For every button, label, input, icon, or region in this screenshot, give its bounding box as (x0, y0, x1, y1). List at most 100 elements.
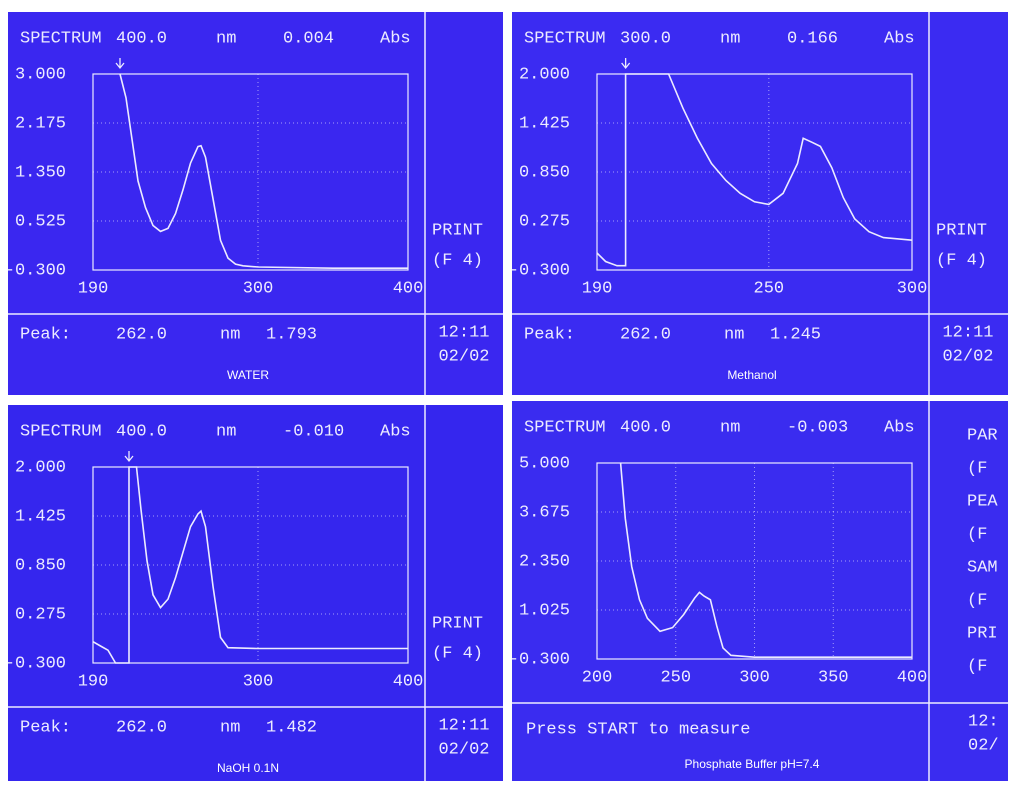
y-tick-label: 5.000 (519, 454, 570, 473)
header-reading: -0.003 (787, 418, 848, 437)
y-tick-label: 0.525 (15, 212, 66, 231)
peak-wavelength: 262.0 (116, 718, 167, 737)
x-tick-label: 400 (897, 668, 928, 687)
header-wavelength: 400.0 (116, 422, 167, 441)
header-reading-unit: Abs (884, 418, 915, 437)
x-tick-label: 300 (739, 668, 770, 687)
header-mode: SPECTRUM (20, 422, 102, 441)
screen-panel: SPECTRUM 400.0 nm -0.010 Abs -0.300 0.275 0.850… (5, 405, 503, 781)
x-tick-label: 250 (660, 668, 691, 687)
side-key: (F 4) (936, 251, 987, 270)
y-tick-label: 1.350 (15, 163, 66, 182)
y-tick-label: -0.300 (5, 261, 66, 280)
peak-value: 1.793 (266, 325, 317, 344)
peak-wavelength: 262.0 (116, 325, 167, 344)
peak-label: Peak: (524, 325, 575, 344)
header-reading: 0.166 (787, 29, 838, 48)
header-mode: SPECTRUM (524, 29, 606, 48)
side-key: (F (967, 525, 987, 544)
peak-wavelength-unit: nm (724, 325, 744, 344)
clock-date: 02/ (968, 736, 999, 755)
x-tick-label: 300 (897, 279, 928, 298)
y-tick-label: 3.000 (15, 65, 66, 84)
clock-date: 02/02 (438, 740, 489, 759)
y-tick-label: 2.175 (15, 114, 66, 133)
peak-label: Peak: (20, 325, 71, 344)
x-tick-label: 190 (78, 672, 109, 691)
header-reading: -0.010 (283, 422, 344, 441)
clock-time: 12:11 (438, 323, 489, 342)
x-tick-label: 190 (78, 279, 109, 298)
spectra-collage: SPECTRUM 400.0 nm 0.004 Abs -0.300 0.525 1.350 2… (0, 0, 1011, 787)
screen-background (8, 12, 503, 395)
clock-date: 02/02 (942, 347, 993, 366)
side-key: PAR (967, 426, 998, 445)
header-wavelength-unit: nm (216, 422, 236, 441)
y-tick-label: -0.300 (509, 650, 570, 669)
caption: NaOH 0.1N (217, 761, 279, 775)
side-key: PEA (967, 492, 998, 511)
header-wavelength: 400.0 (116, 29, 167, 48)
side-key: PRINT (432, 221, 483, 240)
y-tick-label: 0.850 (519, 163, 570, 182)
x-tick-label: 190 (582, 279, 613, 298)
side-key: (F (967, 591, 987, 610)
peak-value: 1.245 (770, 325, 821, 344)
peak-label: Peak: (20, 718, 71, 737)
x-tick-label: 350 (818, 668, 849, 687)
screen-panel: SPECTRUM 400.0 nm 0.004 Abs -0.300 0.525 1.350 2… (5, 12, 503, 395)
y-tick-label: 3.675 (519, 503, 570, 522)
header-reading-unit: Abs (380, 422, 411, 441)
caption: WATER (227, 368, 269, 382)
screen-background (8, 405, 503, 781)
y-tick-label: 1.425 (519, 114, 570, 133)
side-key: SAM (967, 558, 998, 577)
y-tick-label: -0.300 (509, 261, 570, 280)
y-tick-label: 1.025 (519, 601, 570, 620)
y-tick-label: 2.000 (519, 65, 570, 84)
header-wavelength-unit: nm (720, 418, 740, 437)
side-key: PRINT (432, 614, 483, 633)
side-key: (F (967, 657, 987, 676)
y-tick-label: 0.850 (15, 556, 66, 575)
side-key: PRI (967, 624, 998, 643)
peak-wavelength: 262.0 (620, 325, 671, 344)
side-key: (F 4) (432, 644, 483, 663)
y-tick-label: -0.300 (5, 654, 66, 673)
y-tick-label: 1.425 (15, 507, 66, 526)
side-key: (F 4) (432, 251, 483, 270)
caption: Methanol (727, 368, 776, 382)
y-tick-label: 0.275 (519, 212, 570, 231)
side-key: (F (967, 459, 987, 478)
x-tick-label: 250 (754, 279, 785, 298)
side-key: PRINT (936, 221, 987, 240)
clock-time: 12:11 (942, 323, 993, 342)
x-tick-label: 300 (243, 279, 274, 298)
y-tick-label: 2.000 (15, 458, 66, 477)
caption: Phosphate Buffer pH=7.4 (685, 757, 820, 771)
x-tick-label: 200 (582, 668, 613, 687)
status-message: Press START to measure (526, 720, 750, 739)
clock-time: 12: (968, 712, 999, 731)
peak-wavelength-unit: nm (220, 718, 240, 737)
header-wavelength-unit: nm (720, 29, 740, 48)
peak-wavelength-unit: nm (220, 325, 240, 344)
header-mode: SPECTRUM (20, 29, 102, 48)
peak-value: 1.482 (266, 718, 317, 737)
clock-date: 02/02 (438, 347, 489, 366)
header-wavelength: 300.0 (620, 29, 671, 48)
header-wavelength-unit: nm (216, 29, 236, 48)
screen-panel: SPECTRUM 300.0 nm 0.166 Abs -0.300 0.275 0.850 1… (509, 12, 1008, 395)
header-mode: SPECTRUM (524, 418, 606, 437)
x-tick-label: 400 (393, 279, 424, 298)
y-tick-label: 0.275 (15, 605, 66, 624)
header-reading-unit: Abs (884, 29, 915, 48)
header-wavelength: 400.0 (620, 418, 671, 437)
x-tick-label: 300 (243, 672, 274, 691)
clock-time: 12:11 (438, 716, 489, 735)
x-tick-label: 400 (393, 672, 424, 691)
header-reading: 0.004 (283, 29, 334, 48)
y-tick-label: 2.350 (519, 552, 570, 571)
screen-panel: SPECTRUM 400.0 nm -0.003 Abs -0.300 1.025 2.350… (509, 401, 1008, 781)
header-reading-unit: Abs (380, 29, 411, 48)
